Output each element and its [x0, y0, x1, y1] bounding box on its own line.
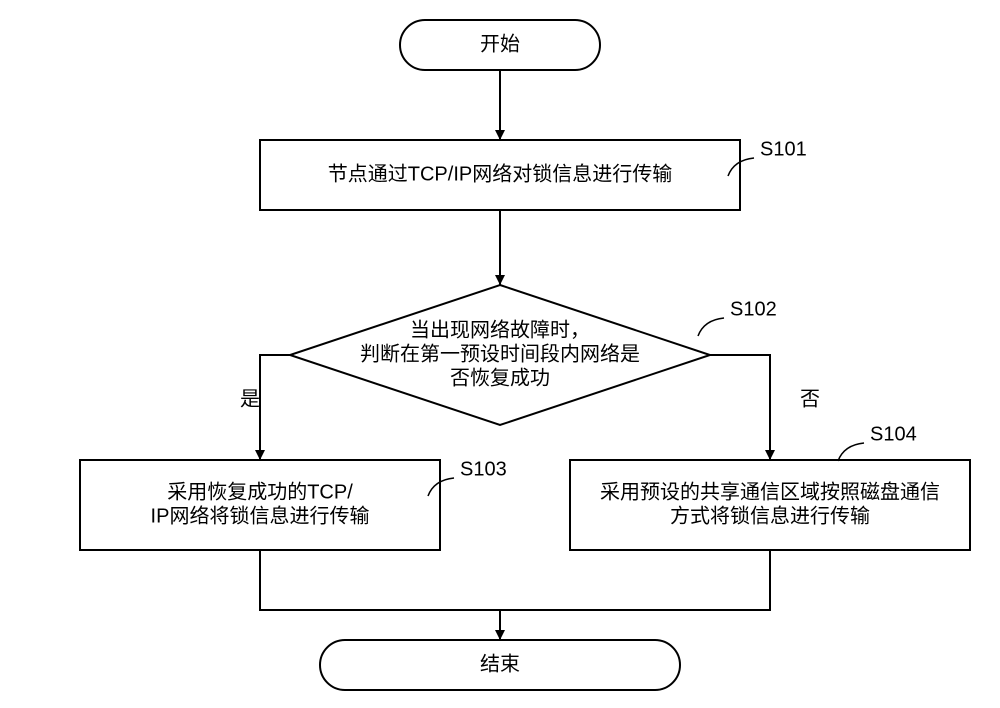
node-text: 节点通过TCP/IP网络对锁信息进行传输 [328, 162, 672, 185]
step-tag: S104 [870, 423, 917, 445]
node-end: 结束 [320, 640, 680, 690]
edge-label: 是 [240, 388, 260, 410]
node-text: 采用预设的共享通信区域按照磁盘通信 [600, 480, 940, 503]
node-text: 否恢复成功 [450, 366, 550, 389]
node-s102: 当出现网络故障时，判断在第一预设时间段内网络是否恢复成功 S102 [290, 285, 777, 425]
node-start: 开始 [400, 20, 600, 70]
node-s101: 节点通过TCP/IP网络对锁信息进行传输 S101 [260, 138, 807, 210]
node-text: 判断在第一预设时间段内网络是 [360, 342, 640, 365]
edge [710, 355, 770, 460]
node-text: 当出现网络故障时， [410, 318, 590, 341]
edge-label: 否 [800, 388, 820, 410]
edge [260, 355, 290, 460]
edge [260, 550, 500, 640]
step-tag: S102 [730, 298, 777, 320]
node-text: 方式将锁信息进行传输 [670, 504, 870, 527]
tag-lead [698, 318, 724, 336]
tag-lead [838, 443, 864, 461]
node-text: IP网络将锁信息进行传输 [151, 504, 370, 527]
node-text: 采用恢复成功的TCP/ [167, 480, 353, 503]
node-text: 开始 [480, 32, 520, 55]
node-s103: 采用恢复成功的TCP/IP网络将锁信息进行传输 S103 [80, 458, 507, 550]
nodes: 开始节点通过TCP/IP网络对锁信息进行传输 S101 当出现网络故障时，判断在第一… [80, 20, 970, 690]
step-tag: S103 [460, 458, 507, 480]
node-text: 结束 [480, 652, 520, 675]
step-tag: S101 [760, 138, 807, 160]
edge [500, 550, 770, 610]
